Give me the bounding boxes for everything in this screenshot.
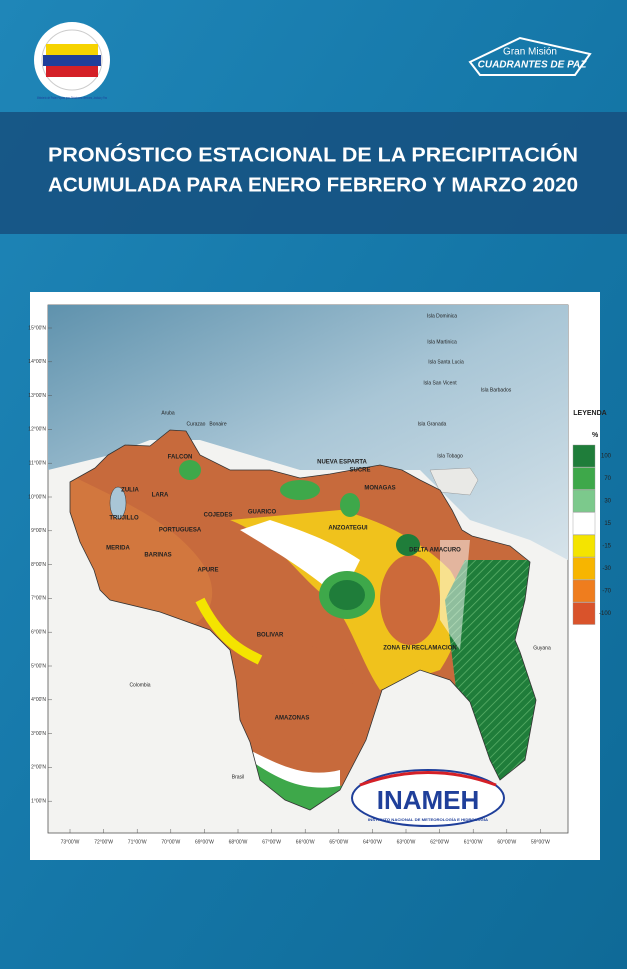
place-label: Isla Barbados [481, 387, 512, 393]
place-label: APURE [197, 568, 218, 574]
lon-label: 73°00'W [61, 839, 80, 845]
legend-swatch [572, 467, 596, 490]
legend-label: -30 [602, 566, 611, 572]
place-label: LARA [152, 493, 169, 499]
legend-swatch [572, 512, 596, 535]
place-label: DELTA AMACURO [409, 548, 461, 554]
lon-label: 66°00'W [296, 839, 315, 845]
lat-label: 9°00'N [31, 528, 46, 534]
place-label: Colombia [129, 682, 150, 688]
place-label: BOLIVAR [257, 633, 284, 639]
title-band [0, 112, 627, 234]
lat-label: 3°00'N [31, 731, 46, 737]
legend-label: 70 [604, 476, 611, 482]
ministry-logo: Ministerio del Poder Popular para Relaci… [34, 22, 110, 100]
lat-label: 1°00'N [31, 799, 46, 805]
lat-label: 7°00'N [31, 596, 46, 602]
place-label: FALCON [168, 455, 193, 461]
lat-label: 10°00'N [28, 494, 46, 500]
lat-label: 6°00'N [31, 630, 46, 636]
lat-label: 11°00'N [29, 461, 47, 467]
legend-label: 30 [604, 499, 611, 505]
inameh-subtitle: INSTITUTO NACIONAL DE METEOROLOGÍA E HID… [368, 817, 488, 822]
lat-label: 13°00'N [28, 393, 46, 399]
legend-swatch [572, 444, 596, 468]
place-label: Isla Tobago [437, 453, 463, 459]
lat-label: 8°00'N [31, 562, 46, 568]
legend-label: -70 [602, 589, 611, 595]
place-label: GUARICO [248, 510, 277, 516]
lat-label: 5°00'N [31, 663, 46, 669]
lon-label: 64°00'W [363, 839, 382, 845]
place-label: MONAGAS [364, 486, 395, 492]
place-label: MERIDA [106, 546, 130, 552]
legend-swatch [572, 579, 596, 603]
place-label: Isla Granada [418, 421, 447, 427]
lon-label: 72°00'W [94, 839, 113, 845]
lon-label: 60°00'W [497, 839, 516, 845]
place-label: Brasil [232, 774, 245, 780]
legend-label: 15 [604, 521, 611, 527]
place-label: ZONA EN RECLAMACION [383, 646, 456, 652]
place-label: TRUJILLO [109, 516, 139, 522]
place-label: AMAZONAS [275, 716, 310, 722]
lat-label: 14°00'N [28, 359, 46, 365]
lon-label: 69°00'W [195, 839, 214, 845]
legend-swatch [572, 534, 596, 558]
place-label: Isla Dominica [427, 313, 457, 319]
place-label: ZULIA [121, 488, 139, 494]
map [47, 304, 569, 834]
lon-label: 68°00'W [229, 839, 248, 845]
lon-label: 67°00'W [262, 839, 281, 845]
place-label: Aruba [161, 410, 175, 416]
place-label: BARINAS [144, 553, 171, 559]
place-label: ANZOATEGUI [328, 526, 368, 532]
inameh-name: INAMEH [377, 785, 480, 815]
legend-label: -100 [599, 611, 612, 617]
place-label: Curazao [187, 421, 206, 427]
lon-label: 62°00'W [430, 839, 449, 845]
place-label: Isla Santa Lucia [428, 359, 464, 365]
legend-swatch [572, 602, 596, 625]
legend-unit: % [592, 432, 599, 439]
lon-label: 59°00'W [531, 839, 550, 845]
lon-label: 63°00'W [397, 839, 416, 845]
legend-label: 100 [601, 454, 612, 460]
gmcp-line2: CUADRANTES DE PAZ [478, 60, 588, 71]
gmcp-logo: Gran Misión CUADRANTES DE PAZ [468, 36, 592, 76]
place-label: Isla Martinica [427, 339, 457, 345]
place-label: COJEDES [204, 513, 233, 519]
place-label: Bonaire [209, 421, 226, 427]
legend-label: -15 [602, 544, 611, 550]
lat-label: 2°00'N [31, 765, 46, 771]
lat-label: 4°00'N [31, 697, 46, 703]
ministry-name: Ministerio del Poder Popular para Relaci… [37, 95, 107, 100]
lon-label: 61°00'W [464, 839, 483, 845]
place-label: SUCRE [349, 468, 370, 474]
lon-label: 70°00'W [161, 839, 180, 845]
lat-label: 15°00'N [28, 325, 46, 331]
legend-swatch [572, 557, 596, 580]
lon-label: 65°00'W [329, 839, 348, 845]
lat-label: 12°00'N [28, 427, 46, 433]
title-line: PRONÓSTICO ESTACIONAL DE LA PRECIPITACIÓ… [48, 142, 578, 166]
lon-label: 71°00'W [128, 839, 147, 845]
place-label: PORTUGUESA [159, 528, 202, 534]
place-label: Guyana [533, 645, 551, 651]
gmcp-line1: Gran Misión [503, 47, 557, 58]
legend-title: LEYENDA [573, 410, 606, 417]
inameh-logo: INAMEH INSTITUTO NACIONAL DE METEOROLOGÍ… [351, 769, 505, 827]
title-line: ACUMULADA PARA ENERO FEBRERO Y MARZO 202… [48, 174, 578, 196]
place-label: Isla San Vicent [423, 380, 457, 386]
legend-swatch [572, 489, 596, 513]
place-label: NUEVA ESPARTA [317, 460, 367, 466]
